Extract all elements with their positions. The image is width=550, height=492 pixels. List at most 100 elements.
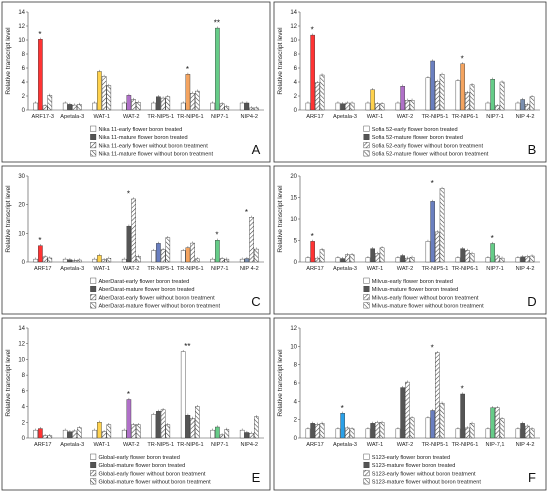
panel-f-legend-swatch (363, 462, 370, 468)
panel-f-ytick-label: 10 (290, 344, 297, 350)
panel-e-bar (135, 424, 141, 439)
panel-e-bar (185, 415, 191, 439)
panel-f-bar (400, 387, 405, 439)
panel-a-bar (239, 102, 245, 111)
panel-a-bar (253, 107, 259, 111)
panel-e-bar (42, 435, 48, 439)
panel-e-legend-swatch (90, 453, 97, 460)
panel-d: Relative transcript level 0 5 10 15 20 ARF17 * A… (273, 165, 547, 315)
panel-b-bar (529, 96, 535, 111)
panel-d-legend-swatch (363, 286, 370, 292)
panel-c-category-label: WAT-1 (94, 266, 110, 272)
panel-b-ytick-label: 12 (290, 24, 297, 30)
panel-d-bar (469, 253, 475, 263)
panel-c-ylabel: Relative transcript level (5, 185, 12, 253)
panel-c-bar (160, 249, 166, 263)
panel-c-bar (249, 217, 254, 263)
panel-d-significance-marker: * (311, 232, 314, 241)
panel-b-bar (430, 60, 435, 111)
panel-d-bar (485, 257, 491, 263)
panel-a-bar (33, 102, 38, 111)
panel-c-bar (38, 245, 43, 263)
panel-b-bar (495, 105, 500, 111)
panel-c-significance-marker: * (38, 236, 41, 245)
panel-b-ytick-label: 2 (294, 94, 298, 100)
panel-d-bar (305, 257, 311, 263)
panel-d-bar (435, 231, 440, 263)
panel-f-bar (370, 423, 375, 439)
panel-b-bar (465, 92, 470, 111)
panel-c-bar (190, 242, 195, 263)
panel-c-bar (92, 258, 97, 263)
panel-a-legend-swatch (90, 150, 97, 157)
panel-c-category-label: Apetala-3 (60, 266, 84, 272)
panel-a-bar (224, 106, 230, 111)
panel-a-bar (67, 104, 73, 111)
panel-c-legend-label: AberDarat-early flower without boron tre… (98, 295, 215, 301)
panel-c-bar (101, 259, 107, 263)
panel-a-bar (72, 104, 77, 111)
panel-c-ytick-label: 30 (18, 174, 25, 180)
panel-e-significance-marker: * (127, 390, 130, 399)
panel-a-bar (135, 102, 141, 111)
panel-e-ytick-label: 0 (22, 436, 26, 442)
panel-c-ytick-label: 20 (18, 203, 25, 209)
panel-c-bar (33, 258, 38, 263)
panel-a-category-label: TR-NIP6-1 (177, 114, 204, 120)
panel-c-legend-swatch (90, 294, 97, 301)
panel-a-category-label: ARF17-3 (32, 114, 54, 120)
panel-b-bar (370, 89, 375, 111)
panel-f-bar (485, 428, 491, 439)
panel-d-ytick-label: 5 (294, 239, 298, 245)
panel-b-category-label: Apetala-3 (333, 114, 357, 120)
panel-a-legend-label: Nika 11-mature flower without boron trea… (98, 152, 213, 158)
panel-f-legend-swatch (363, 470, 370, 477)
panel-d-ytick-label: 15 (290, 196, 297, 202)
panel-d-bar (409, 257, 415, 263)
panel-e-bar (47, 435, 53, 439)
panel-f-bar (379, 422, 385, 439)
panel-e-legend-swatch (90, 470, 97, 477)
panel-e-bar (253, 416, 259, 439)
panel-a-bar (156, 96, 161, 111)
panel-d-bar (525, 256, 530, 263)
panel-a-ytick-label: 8 (22, 52, 26, 58)
panel-f-ytick-label: 12 (290, 326, 297, 332)
panel-e-ytick-label: 2 (22, 420, 26, 426)
panel-a-legend-label: Nika 11-mature flower boron treated (98, 135, 187, 141)
panel-b-bar (400, 85, 405, 111)
panel-a-bar (194, 90, 200, 111)
panel-f-bar (499, 418, 505, 439)
panel-a-category-label: WAT-2 (123, 114, 139, 120)
panel-b-bar (375, 103, 380, 111)
panel-a-bar (151, 102, 157, 111)
panel-f-bar (305, 428, 311, 439)
panel-b-bar (409, 99, 415, 111)
panel-a-bar (121, 102, 127, 111)
panel-c-bar (131, 198, 136, 263)
panel-d-bar (349, 254, 355, 263)
panel-a-bar (185, 74, 191, 111)
panel-d-bar (499, 257, 505, 263)
panel-e-bar (244, 432, 250, 439)
panel-b-bar (345, 102, 350, 111)
panel-b-category-label: ARF17 (306, 114, 323, 120)
panel-f-bar (430, 410, 435, 439)
panel-b-significance-marker: * (311, 26, 314, 35)
panel-f-legend-label: S123-mature flower without boron treatme… (372, 480, 482, 486)
panel-c-bar (219, 258, 225, 263)
panel-c-legend-swatch (90, 286, 97, 292)
panel-f-bar (460, 393, 465, 439)
panel-f-ytick-label: 4 (294, 399, 298, 405)
panel-e-ytick-label: 4 (22, 405, 26, 411)
panel-e-legend-swatch (90, 462, 97, 468)
panel-e-legend-swatch (90, 478, 97, 485)
panel-f-bar (515, 428, 521, 439)
panel-b-category-label: NIP 4-2 (516, 114, 535, 120)
panel-d-bar (495, 255, 500, 263)
panel-b-bar (469, 84, 475, 111)
panel-d-frame (273, 165, 547, 315)
panel-d-legend-label: Milvus-early flower without boron treatm… (372, 295, 479, 301)
panel-c-category-label: NIP7-1 (211, 266, 228, 272)
panel-a-significance-marker: * (38, 30, 41, 39)
